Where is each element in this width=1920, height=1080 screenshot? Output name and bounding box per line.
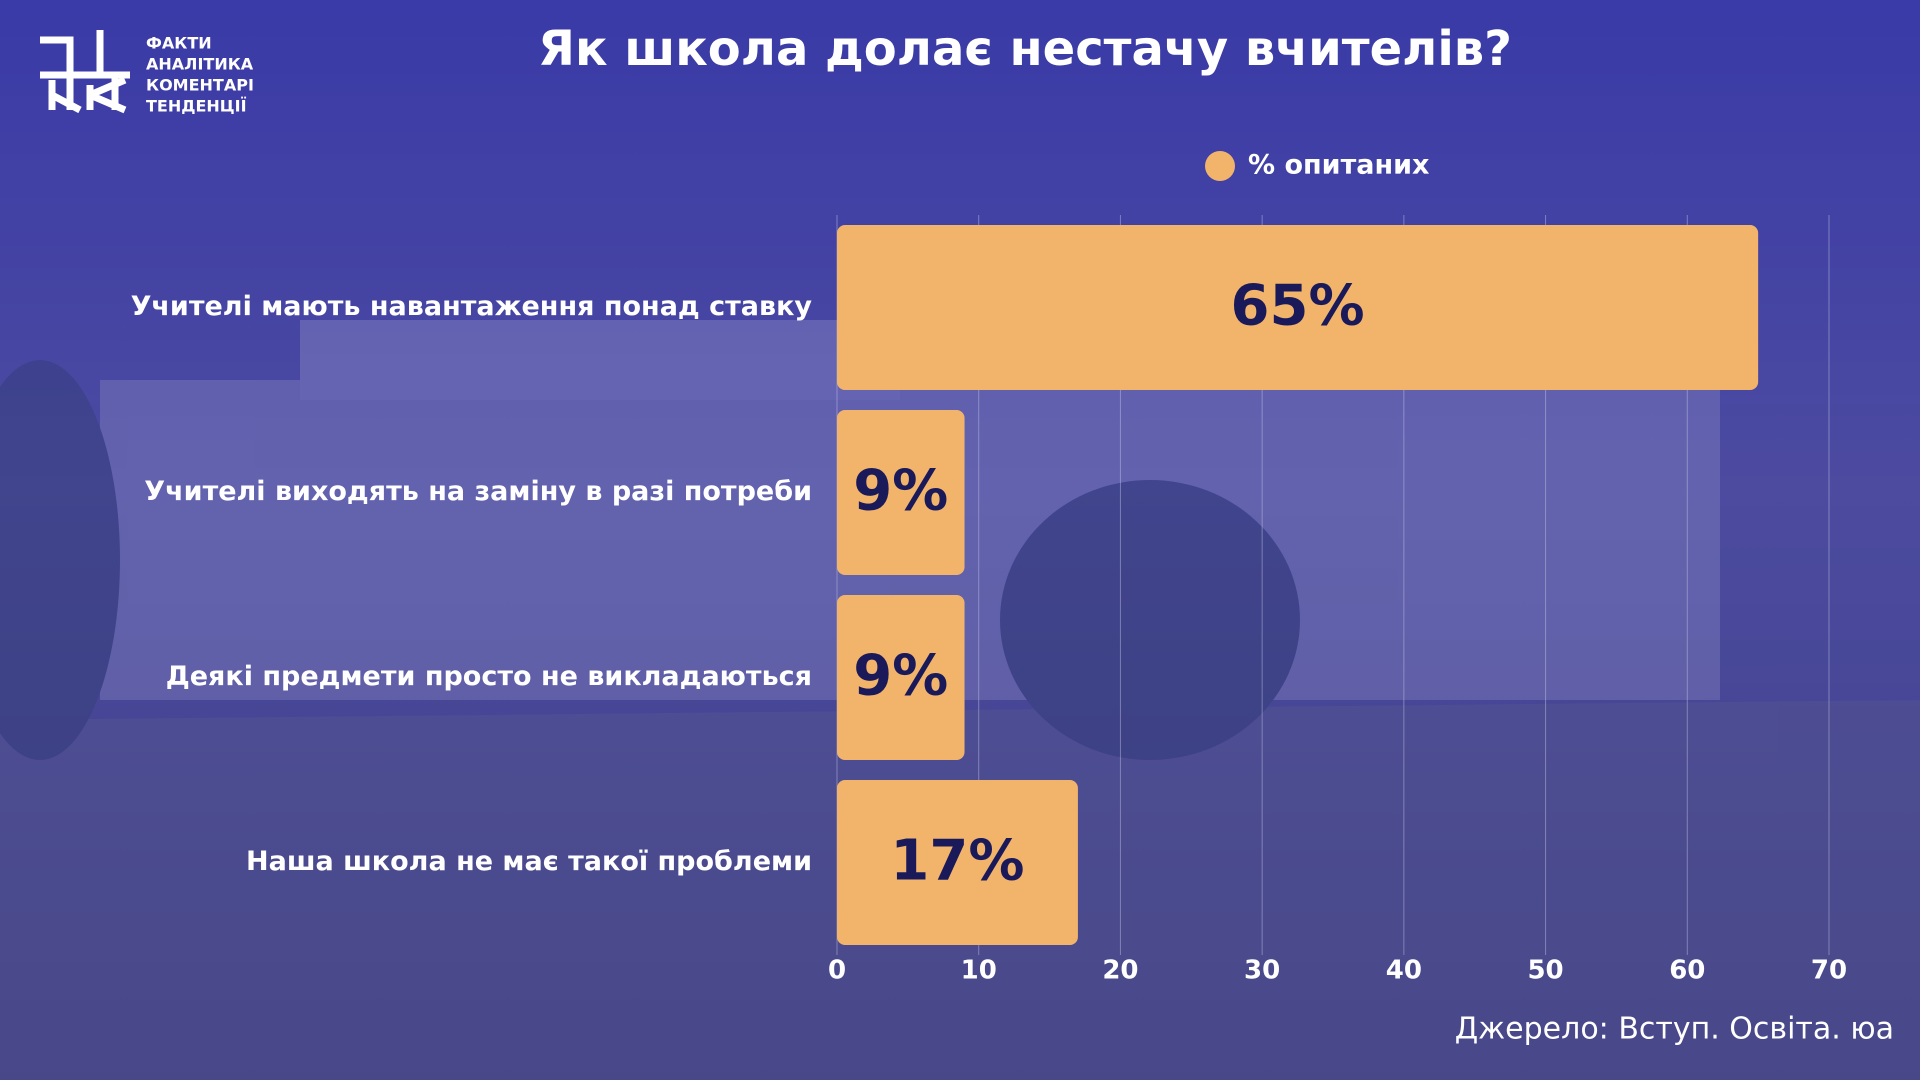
x-tick-label: 0 [828, 956, 846, 986]
bar [837, 225, 1759, 390]
y-tick-label: Учителі мають навантаження понад ставку [131, 291, 813, 322]
x-tick-label: 20 [1102, 956, 1138, 986]
logo-mark [40, 30, 130, 114]
x-tick-label: 60 [1669, 956, 1705, 986]
bar [837, 595, 965, 760]
logo-text: ТЕНДЕНЦІЇ [146, 97, 247, 116]
logo-text: КОМЕНТАРІ [146, 76, 254, 95]
x-tick-label: 10 [961, 956, 997, 986]
value-label: 9% [853, 459, 948, 524]
y-tick-label: Учителі виходять на заміну в разі потреб… [144, 476, 812, 507]
x-tick-label: 50 [1527, 956, 1563, 986]
legend-swatch [1205, 151, 1235, 181]
value-label: 65% [1231, 274, 1365, 339]
bar [837, 780, 1078, 945]
logo-text: ФАКТИ [146, 34, 212, 53]
y-tick-label: Деякі предмети просто не викладаються [166, 661, 812, 692]
bar [837, 410, 965, 575]
value-label: 17% [890, 829, 1024, 894]
source: Джерело: Вступ. Освіта. юа [1455, 1012, 1894, 1047]
x-tick-label: 40 [1386, 956, 1422, 986]
x-tick-label: 30 [1244, 956, 1280, 986]
value-label: 9% [853, 644, 948, 709]
logo-text: АНАЛІТИКА [146, 55, 254, 74]
y-tick-label: Наша школа не має такої проблеми [246, 846, 812, 877]
x-tick-label: 70 [1811, 956, 1847, 986]
legend-label: % опитаних [1248, 150, 1429, 181]
chart-title: Як школа долає нестачу вчителів? [538, 21, 1512, 77]
